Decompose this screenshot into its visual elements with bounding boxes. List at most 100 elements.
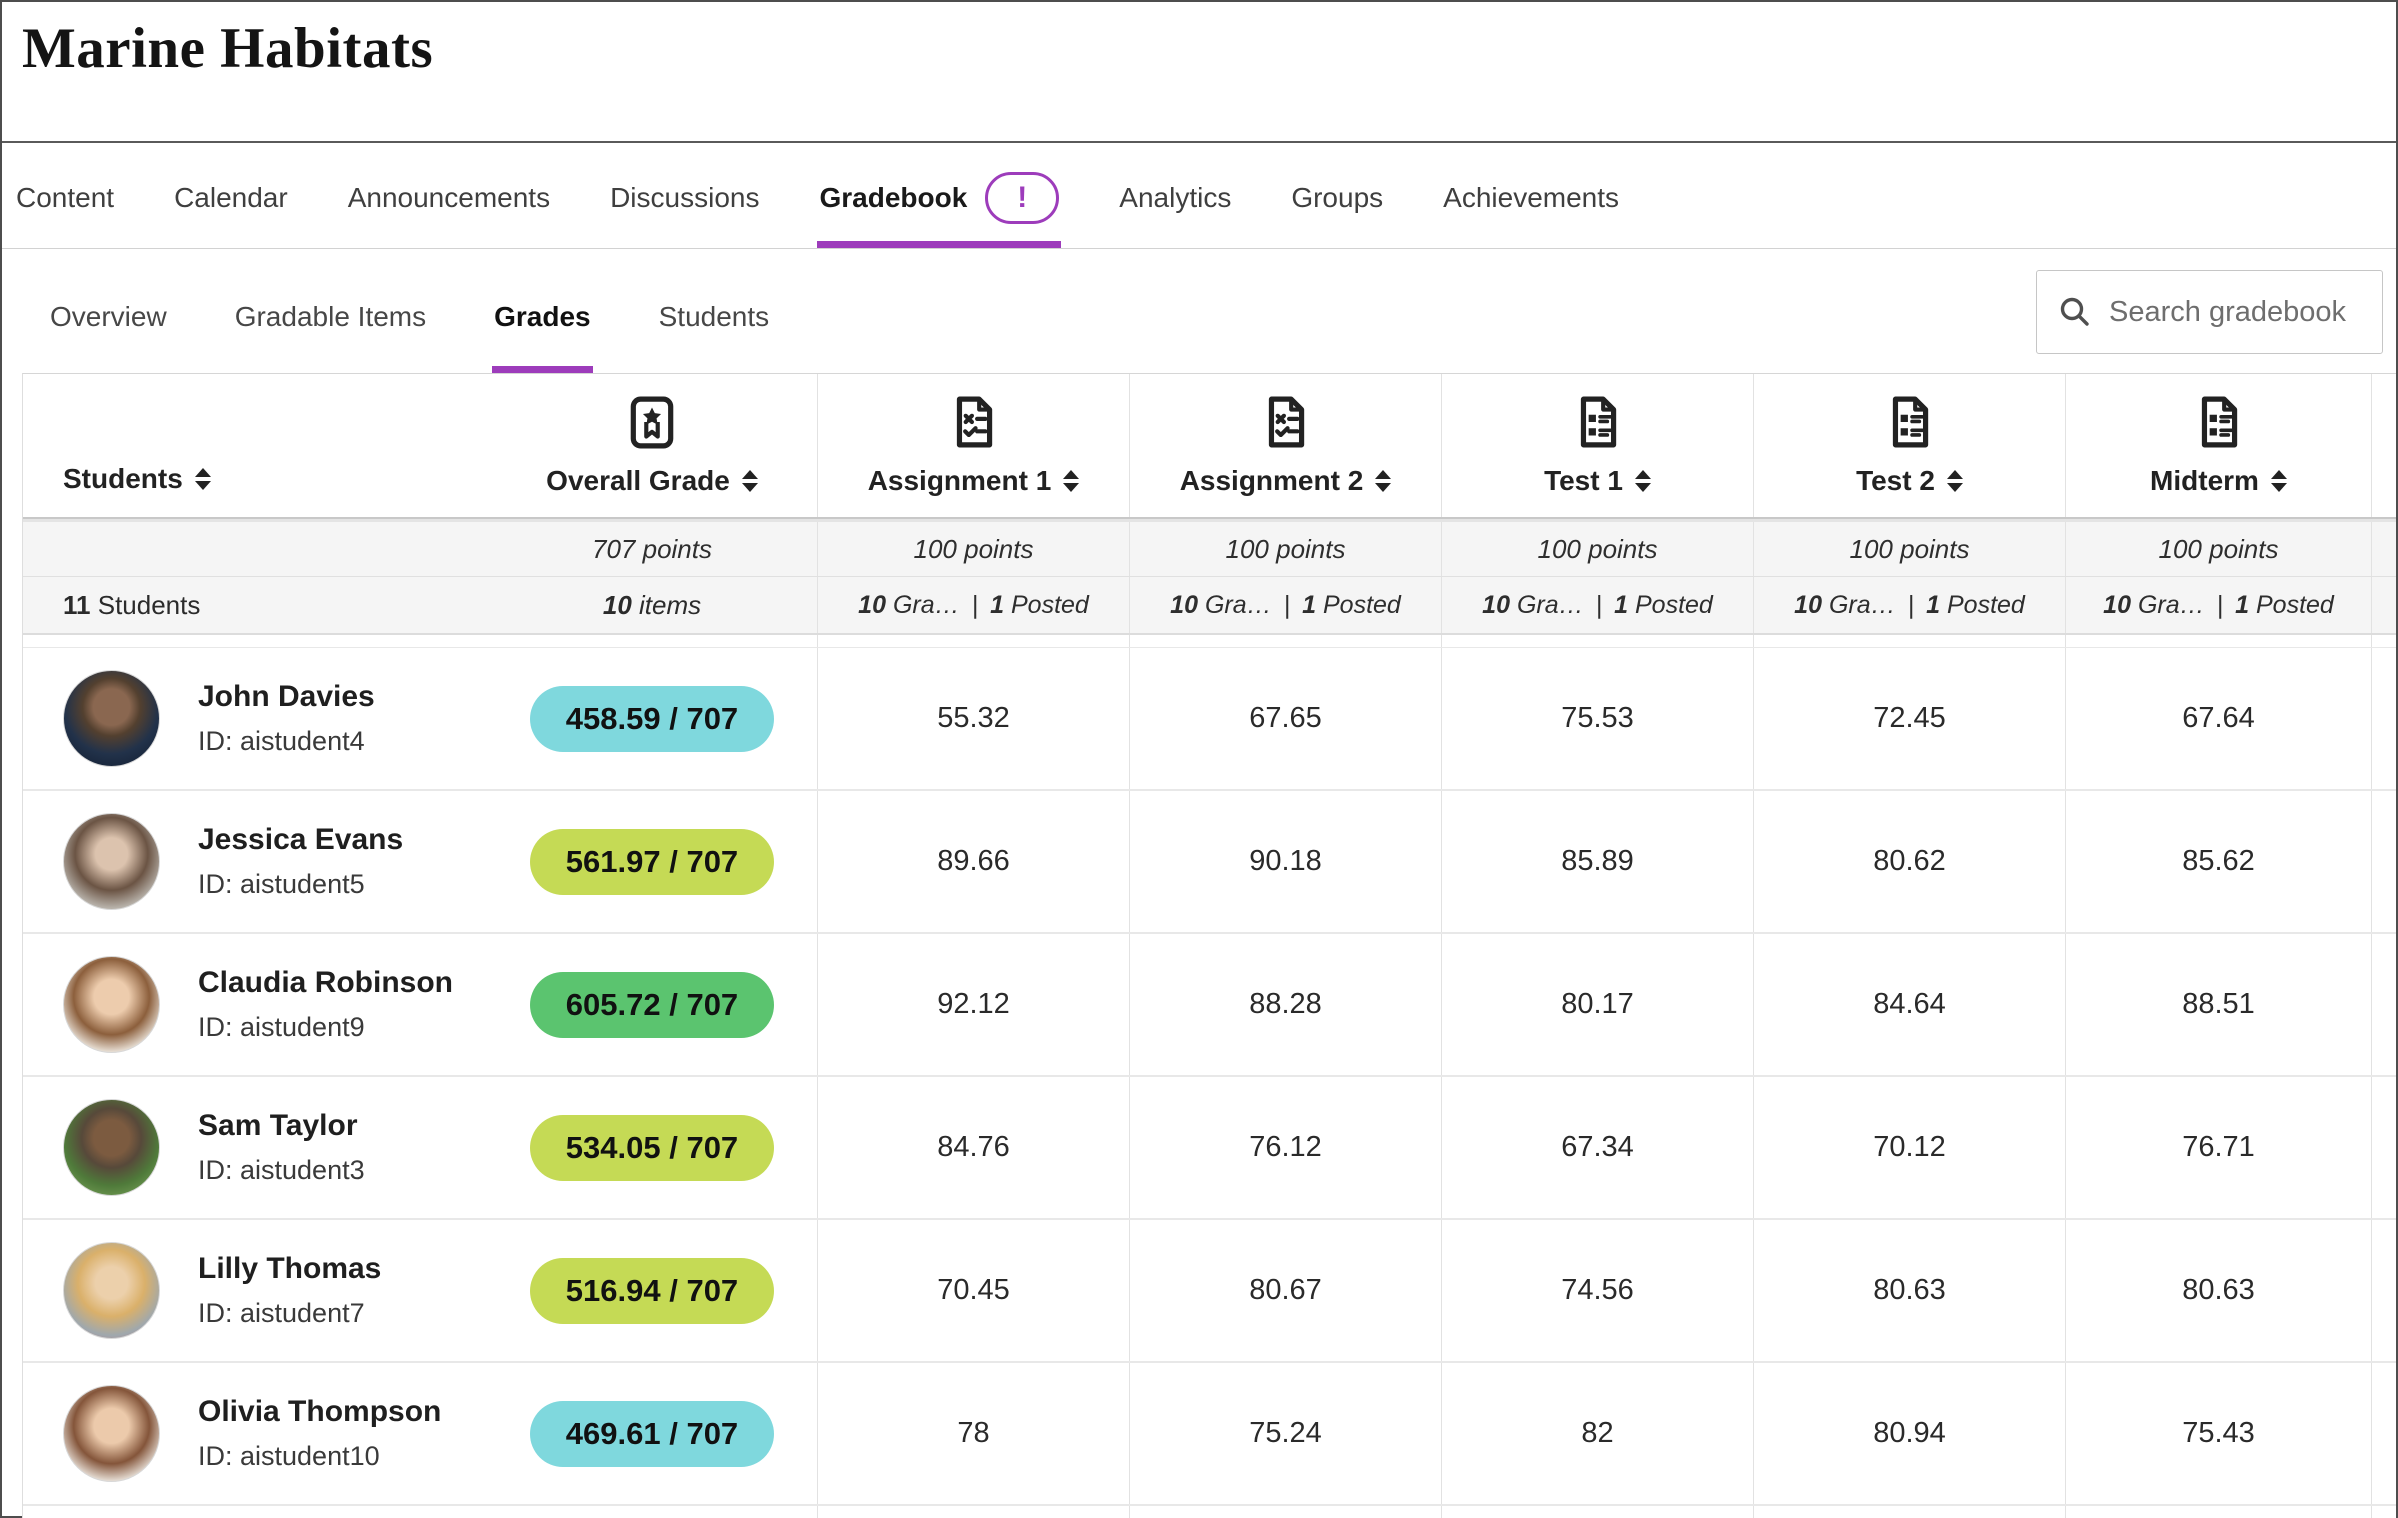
sort-icon[interactable] [1063,470,1079,492]
tab-analytics[interactable]: Analytics [1119,181,1232,213]
overflow-cell [2371,1077,2396,1218]
subtab-overview[interactable]: Overview [50,301,167,332]
overflow-cell [2371,1220,2396,1361]
grade-cell[interactable]: 70.45 [817,1220,1129,1361]
grade-cell[interactable]: 92.12 [817,934,1129,1075]
student-cell[interactable]: Lilly Thomas ID: aistudent7 516.94 / 707 [23,1220,817,1361]
student-name: Jessica Evans [198,823,404,856]
sort-icon[interactable] [1635,470,1651,492]
grade-cell[interactable]: 76.71 [2065,1077,2371,1218]
grade-cell[interactable]: 75.24 [1129,1363,1441,1504]
avatar [63,1385,160,1482]
grade-cell[interactable]: 80.62 [1753,791,2065,932]
grade-cell[interactable]: 82 [1441,1363,1753,1504]
grade-cell[interactable]: 90.18 [1129,791,1441,932]
column-header-midterm[interactable]: Midterm [2065,374,2371,517]
student-cell[interactable]: John Davies ID: aistudent4 458.59 / 707 [23,648,817,789]
sort-icon[interactable] [1947,470,1963,492]
graded-posted-cell: 10 Gra… | 1 Posted [817,577,1129,633]
grade-cell[interactable]: 67.34 [1441,1077,1753,1218]
overall-grade-pill[interactable]: 605.72 / 707 [529,971,775,1038]
grade-cell[interactable]: 67.64 [2065,648,2371,789]
student-name: Olivia Thompson [198,1395,442,1428]
grade-cell[interactable]: 80.17 [1441,934,1753,1075]
grade-cell[interactable]: 72.45 [1753,648,2065,789]
search-input[interactable] [2107,294,2382,330]
table-row: John Davies ID: aistudent4 458.59 / 707 … [23,648,2396,791]
sort-icon[interactable] [1375,470,1391,492]
gradebook-search[interactable] [2036,270,2383,354]
overall-grade-pill[interactable]: 469.61 / 707 [529,1400,775,1467]
column-header-test-1[interactable]: Test 1 [1441,374,1753,517]
page-title: Marine Habitats [22,17,434,80]
grade-cell[interactable]: 84.64 [1753,934,2065,1075]
tab-calendar[interactable]: Calendar [174,181,288,213]
grade-cell[interactable]: 80.94 [1753,1363,2065,1504]
student-cell[interactable]: Olivia Thompson ID: aistudent10 469.61 /… [23,1363,817,1504]
tab-discussions[interactable]: Discussions [610,181,760,213]
points-row: 707 points 100 points 100 points 100 poi… [23,519,2396,577]
grade-cell[interactable]: 88.51 [2065,934,2371,1075]
tab-announcements[interactable]: Announcements [347,181,551,213]
student-cell[interactable]: Claudia Robinson ID: aistudent9 605.72 /… [23,934,817,1075]
grade-cell[interactable]: 89.66 [817,791,1129,932]
column-header-students[interactable]: Students [23,463,517,517]
counts-overflow-cell [2371,577,2396,633]
overflow-cell [2371,648,2396,789]
student-cell[interactable]: Sam Taylor ID: aistudent3 534.05 / 707 [23,1077,817,1218]
tab-groups[interactable]: Groups [1291,181,1384,213]
grade-cell[interactable]: 84.76 [817,1077,1129,1218]
grade-cell[interactable]: 85.89 [1441,791,1753,932]
test-icon [2196,395,2242,449]
grade-cell[interactable]: 80.63 [2065,1220,2371,1361]
test-icon [1887,395,1933,449]
grade-cell[interactable]: 80.67 [1129,1220,1441,1361]
avatar [63,813,160,910]
subtab-students[interactable]: Students [658,301,770,332]
student-id: ID: aistudent9 [198,1012,365,1042]
student-cell[interactable]: Jessica Evans ID: aistudent5 561.97 / 70… [23,791,817,932]
table-row: Olivia Thompson ID: aistudent10 469.61 /… [23,1363,2396,1506]
overflow-cell [2371,934,2396,1075]
tab-content[interactable]: Content [16,181,115,213]
tab-gradebook[interactable]: Gradebook ! [817,143,1062,248]
table-row: Jessica Evans ID: aistudent5 561.97 / 70… [23,791,2396,934]
graded-posted-cell: 10 Gra… | 1 Posted [1441,577,1753,633]
subtab-grades[interactable]: Grades [492,249,593,373]
sort-icon[interactable] [195,468,211,490]
overall-grade-pill[interactable]: 534.05 / 707 [529,1114,775,1181]
gradebook-alert-badge: ! [985,171,1060,224]
grade-cell[interactable]: 85.62 [2065,791,2371,932]
grade-cell[interactable]: 74.56 [1441,1220,1753,1361]
subtab-gradable-items[interactable]: Gradable Items [234,301,427,332]
column-header-assignment-2[interactable]: Assignment 2 [1129,374,1441,517]
student-id: ID: aistudent4 [198,726,365,756]
header-overflow-column [2371,374,2396,517]
sort-icon[interactable] [742,470,758,492]
grade-cell[interactable]: 75.53 [1441,648,1753,789]
grade-cell[interactable]: 80.63 [1753,1220,2065,1361]
overall-grade-pill[interactable]: 561.97 / 707 [529,828,775,895]
column-header-test-2[interactable]: Test 2 [1753,374,2065,517]
avatar [63,956,160,1053]
grade-cell[interactable]: 76.12 [1129,1077,1441,1218]
table-row: Lilly Thomas ID: aistudent7 516.94 / 707… [23,1220,2396,1363]
grade-cell[interactable]: 67.65 [1129,648,1441,789]
overall-grade-pill[interactable]: 516.94 / 707 [529,1257,775,1324]
grade-cell[interactable]: 78 [817,1363,1129,1504]
tab-achievements[interactable]: Achievements [1443,181,1620,213]
grade-cell[interactable]: 70.12 [1753,1077,2065,1218]
grade-cell[interactable]: 75.43 [2065,1363,2371,1504]
graded-posted-cell: 10 Gra… | 1 Posted [1129,577,1441,633]
overall-grade-pill[interactable]: 458.59 / 707 [529,685,775,752]
assignment-icon [1263,395,1309,449]
students-count-cell: 11 Students 10 items [23,577,817,633]
header-students-overall: Students Overall Grade [23,374,817,517]
grade-cell[interactable]: 55.32 [817,648,1129,789]
column-header-assignment-1[interactable]: Assignment 1 [817,374,1129,517]
points-cell: 100 points [2065,522,2371,576]
sort-icon[interactable] [2271,470,2287,492]
points-overflow-cell [2371,522,2396,576]
column-header-overall-grade[interactable]: Overall Grade [517,395,787,517]
grade-cell[interactable]: 88.28 [1129,934,1441,1075]
